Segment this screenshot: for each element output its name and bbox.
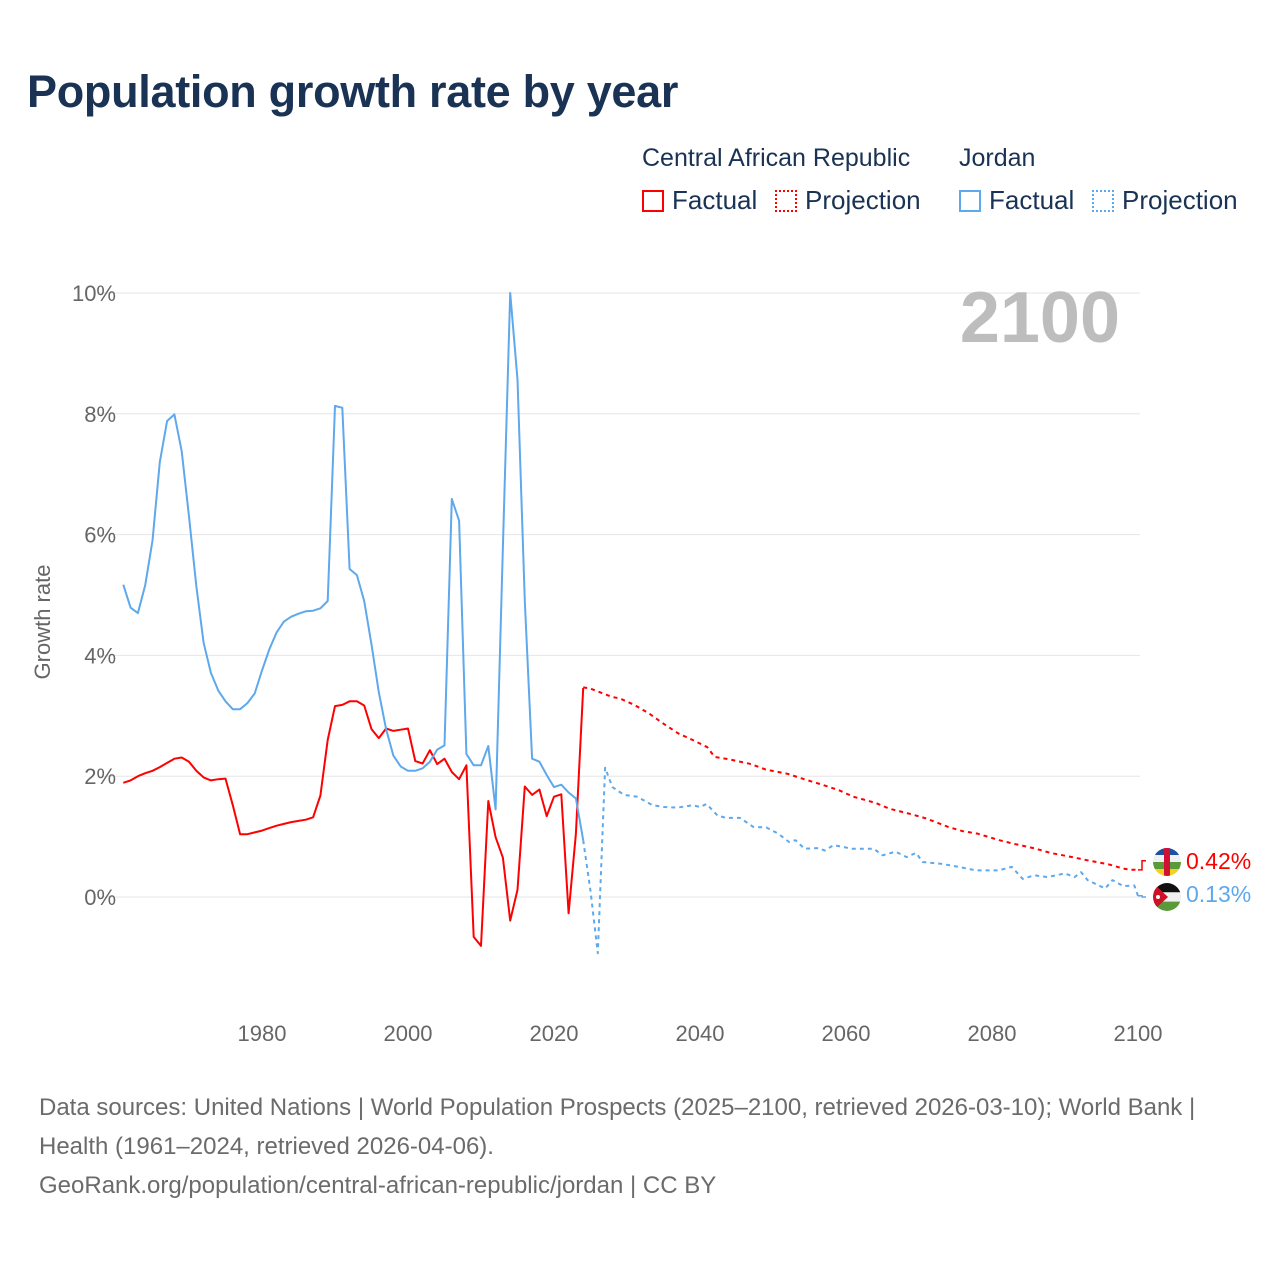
legend-label: Projection [1122, 185, 1238, 215]
jordan-flag-icon [1153, 883, 1181, 911]
x-tick-label: 1980 [238, 1021, 287, 1046]
car-projection-line [583, 686, 1138, 871]
legend-label: Projection [805, 185, 921, 215]
x-tick-label: 2060 [822, 1021, 871, 1046]
y-tick-label: 4% [84, 643, 116, 668]
chart-title: Population growth rate by year [27, 66, 679, 117]
y-axis-label: Growth rate [30, 565, 55, 680]
legend-country-car: Central African Republic [642, 144, 911, 172]
legend-jordan-factual[interactable]: Factual [959, 185, 1074, 216]
x-tick-label: 2080 [968, 1021, 1017, 1046]
y-tick-label: 8% [84, 402, 116, 427]
x-tick-label: 2000 [384, 1021, 433, 1046]
x-tick-label: 2020 [530, 1021, 579, 1046]
jordan-factual-line [122, 292, 585, 841]
legend-jordan-projection[interactable]: Projection [1092, 185, 1238, 216]
legend-label: Factual [989, 185, 1075, 215]
jordan-projection-line [582, 766, 1139, 955]
y-tick-label: 6% [84, 523, 116, 548]
car-label-connector [1138, 860, 1146, 871]
central-african-republic-flag-icon [1153, 848, 1181, 876]
x-tick-label: 2100 [1114, 1021, 1163, 1046]
legend-label: Factual [672, 185, 758, 215]
source-link[interactable]: GeoRank.org/population/central-african-r… [39, 1172, 717, 1199]
legend-swatch-solid-blue [959, 189, 981, 212]
x-tick-label: 2040 [676, 1021, 725, 1046]
y-tick-label: 10% [72, 281, 116, 306]
jordan-end-value-label: 0.13% [1186, 881, 1251, 907]
legend-car-projection[interactable]: Projection [775, 185, 921, 216]
car-factual-line [122, 687, 585, 947]
legend-car-factual[interactable]: Factual [642, 185, 757, 216]
year-overlay: 2100 [960, 278, 1120, 358]
legend-swatch-dotted-blue [1092, 189, 1114, 212]
y-tick-label: 2% [84, 764, 116, 789]
car-end-value-label: 0.42% [1186, 848, 1251, 874]
y-tick-label: 0% [84, 885, 116, 910]
footer: Data sources: United Nations | World Pop… [39, 1088, 1239, 1205]
data-sources: Data sources: United Nations | World Pop… [39, 1094, 1196, 1160]
legend-country-jordan: Jordan [959, 144, 1036, 172]
legend-swatch-solid-red [642, 189, 664, 212]
legend-swatch-dotted-red [775, 189, 797, 212]
jordan-label-connector [1138, 895, 1146, 898]
